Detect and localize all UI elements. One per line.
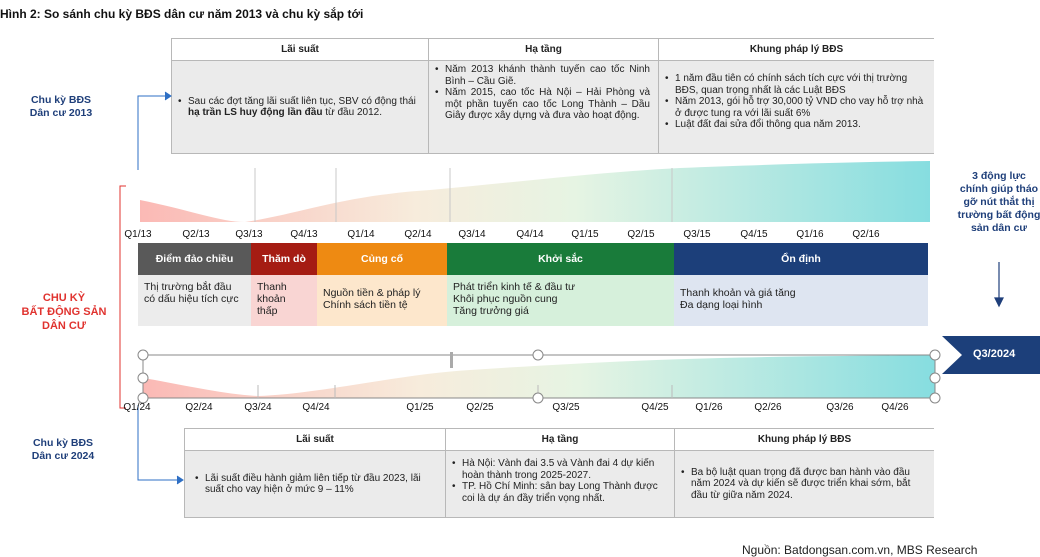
wave-2013: [140, 161, 930, 222]
phase-body-reversal: Thị trường bắt đầu có dấu hiệu tích cực: [138, 275, 251, 326]
phase-header-exploration: Thăm dò: [251, 243, 317, 275]
cycle-bracket: [119, 185, 126, 409]
current-marker-label: Q3/2024: [973, 348, 1016, 360]
quarter-tick-2024: Q4/25: [641, 402, 669, 413]
timeline-2024-handles: [137, 349, 941, 404]
phase-body-stable: Thanh khoản và giá tăng Đa dạng loại hìn…: [674, 275, 928, 326]
quarter-tick-2024: Q2/24: [185, 402, 213, 413]
phase-header-reversal: Điểm đảo chiều: [138, 243, 251, 275]
quarter-tick-2024: Q1/25: [406, 402, 434, 413]
quarter-tick-2013: Q4/15: [740, 229, 768, 240]
right-note-arrow: [994, 262, 1004, 308]
quarter-tick-2024: Q1/26: [695, 402, 723, 413]
timeline-2024-slider-mark: [450, 352, 453, 368]
quarter-tick-2013: Q3/14: [458, 229, 486, 240]
wave-2013-gridlines: [254, 168, 673, 222]
quarter-tick-2013: Q1/16: [796, 229, 824, 240]
header-interest-2013: Lãi suất: [172, 39, 429, 61]
quarter-tick-2013: Q4/13: [290, 229, 318, 240]
phase-body-exploration: Thanh khoản thấp: [251, 275, 317, 326]
quarter-tick-2024: Q1/24: [123, 402, 151, 413]
legal-2013-item: Năm 2013, gói hỗ trợ 30,000 tỷ VND cho v…: [663, 96, 926, 119]
quarter-tick-2013: Q4/14: [516, 229, 544, 240]
quarter-tick-2013: Q3/15: [683, 229, 711, 240]
quarter-tick-2013: Q2/13: [182, 229, 210, 240]
legal-2013-item: 1 năm đầu tiên có chính sách tích cực vớ…: [663, 73, 926, 96]
cell-legal-2024: Ba bộ luật quan trọng đã được ban hành v…: [675, 451, 934, 517]
interest-2024-item: Lãi suất điều hành giảm liên tiếp từ đầu…: [193, 473, 437, 496]
quarter-tick-2024: Q3/26: [826, 402, 854, 413]
phase-header-recovery: Khởi sắc: [447, 243, 674, 275]
legal-2024-item: Ba bộ luật quan trọng đã được ban hành v…: [679, 467, 926, 502]
cycle-2013-label: Chu kỳ BĐS Dân cư 2013: [29, 94, 93, 119]
header-legal-2024: Khung pháp lý BĐS: [675, 429, 934, 451]
header-infrastructure-2013: Hạ tầng: [429, 39, 659, 61]
table-2013: Lãi suất Hạ tầng Khung pháp lý BĐS Sau c…: [171, 38, 934, 154]
cycle-title-label: CHU KỲ BẤT ĐỘNG SẢN DÂN CƯ: [21, 292, 107, 332]
cycle-2024-label: Chu kỳ BĐS Dân cư 2024: [31, 437, 95, 462]
quarter-tick-2024: Q2/25: [466, 402, 494, 413]
table-2024: Lãi suất Hạ tầng Khung pháp lý BĐS Lãi s…: [184, 428, 934, 518]
phase-body-recovery: Phát triển kinh tế & đầu tư Khôi phục ng…: [447, 275, 674, 326]
quarter-tick-2013: Q1/13: [124, 229, 152, 240]
phase-header-consolidation: Củng cố: [317, 243, 447, 275]
quarter-tick-2013: Q2/16: [852, 229, 880, 240]
source-note: Nguồn: Batdongsan.com.vn, MBS Research: [742, 543, 978, 557]
phase-header-stable: Ổn định: [674, 243, 928, 275]
quarter-tick-2024: Q4/26: [881, 402, 909, 413]
cell-infrastructure-2024: Hà Nội: Vành đai 3.5 và Vành đai 4 dự ki…: [446, 451, 675, 517]
connector-2013-arrow: [137, 91, 172, 170]
interest-2013-text: Sau các đợt tăng lãi suất liên tục, SBV …: [176, 96, 420, 119]
wave-2024: [143, 355, 935, 398]
infra-2024-item: TP. Hồ Chí Minh: sân bay Long Thành được…: [450, 481, 668, 504]
header-interest-2024: Lãi suất: [185, 429, 446, 451]
quarter-tick-2024: Q3/24: [244, 402, 272, 413]
infra-2013-item: Năm 2015, cao tốc Hà Nội – Hải Phòng và …: [433, 87, 650, 122]
quarter-tick-2024: Q2/26: [754, 402, 782, 413]
current-marker-arrow: [942, 336, 1040, 374]
header-legal-2013: Khung pháp lý BĐS: [659, 39, 934, 61]
quarter-tick-2013: Q3/13: [235, 229, 263, 240]
connector-2024-arrow: [137, 405, 184, 485]
infra-2024-item: Hà Nội: Vành đai 3.5 và Vành đai 4 dự ki…: [450, 458, 668, 481]
infra-2013-item: Năm 2013 khánh thành tuyến cao tốc Ninh …: [433, 64, 650, 87]
quarter-tick-2013: Q1/15: [571, 229, 599, 240]
figure-title: Hình 2: So sánh chu kỳ BĐS dân cư năm 20…: [0, 7, 364, 21]
legal-2013-item: Luật đất đai sửa đổi thông qua năm 2013.: [663, 119, 926, 131]
phase-body-consolidation: Nguồn tiền & pháp lý Chính sách tiền tệ: [317, 275, 447, 326]
quarter-tick-2024: Q3/25: [552, 402, 580, 413]
quarter-tick-2013: Q2/15: [627, 229, 655, 240]
quarter-tick-2013: Q2/14: [404, 229, 432, 240]
right-note: 3 động lực chính giúp tháo gỡ nút thắt t…: [957, 170, 1040, 234]
cell-interest-2013: Sau các đợt tăng lãi suất liên tục, SBV …: [172, 61, 429, 153]
header-infrastructure-2024: Hạ tầng: [446, 429, 675, 451]
quarter-tick-2013: Q1/14: [347, 229, 375, 240]
cell-legal-2013: 1 năm đầu tiên có chính sách tích cực vớ…: [659, 61, 934, 153]
cell-interest-2024: Lãi suất điều hành giảm liên tiếp từ đầu…: [185, 451, 446, 517]
cell-infrastructure-2013: Năm 2013 khánh thành tuyến cao tốc Ninh …: [429, 61, 659, 153]
quarter-tick-2024: Q4/24: [302, 402, 330, 413]
